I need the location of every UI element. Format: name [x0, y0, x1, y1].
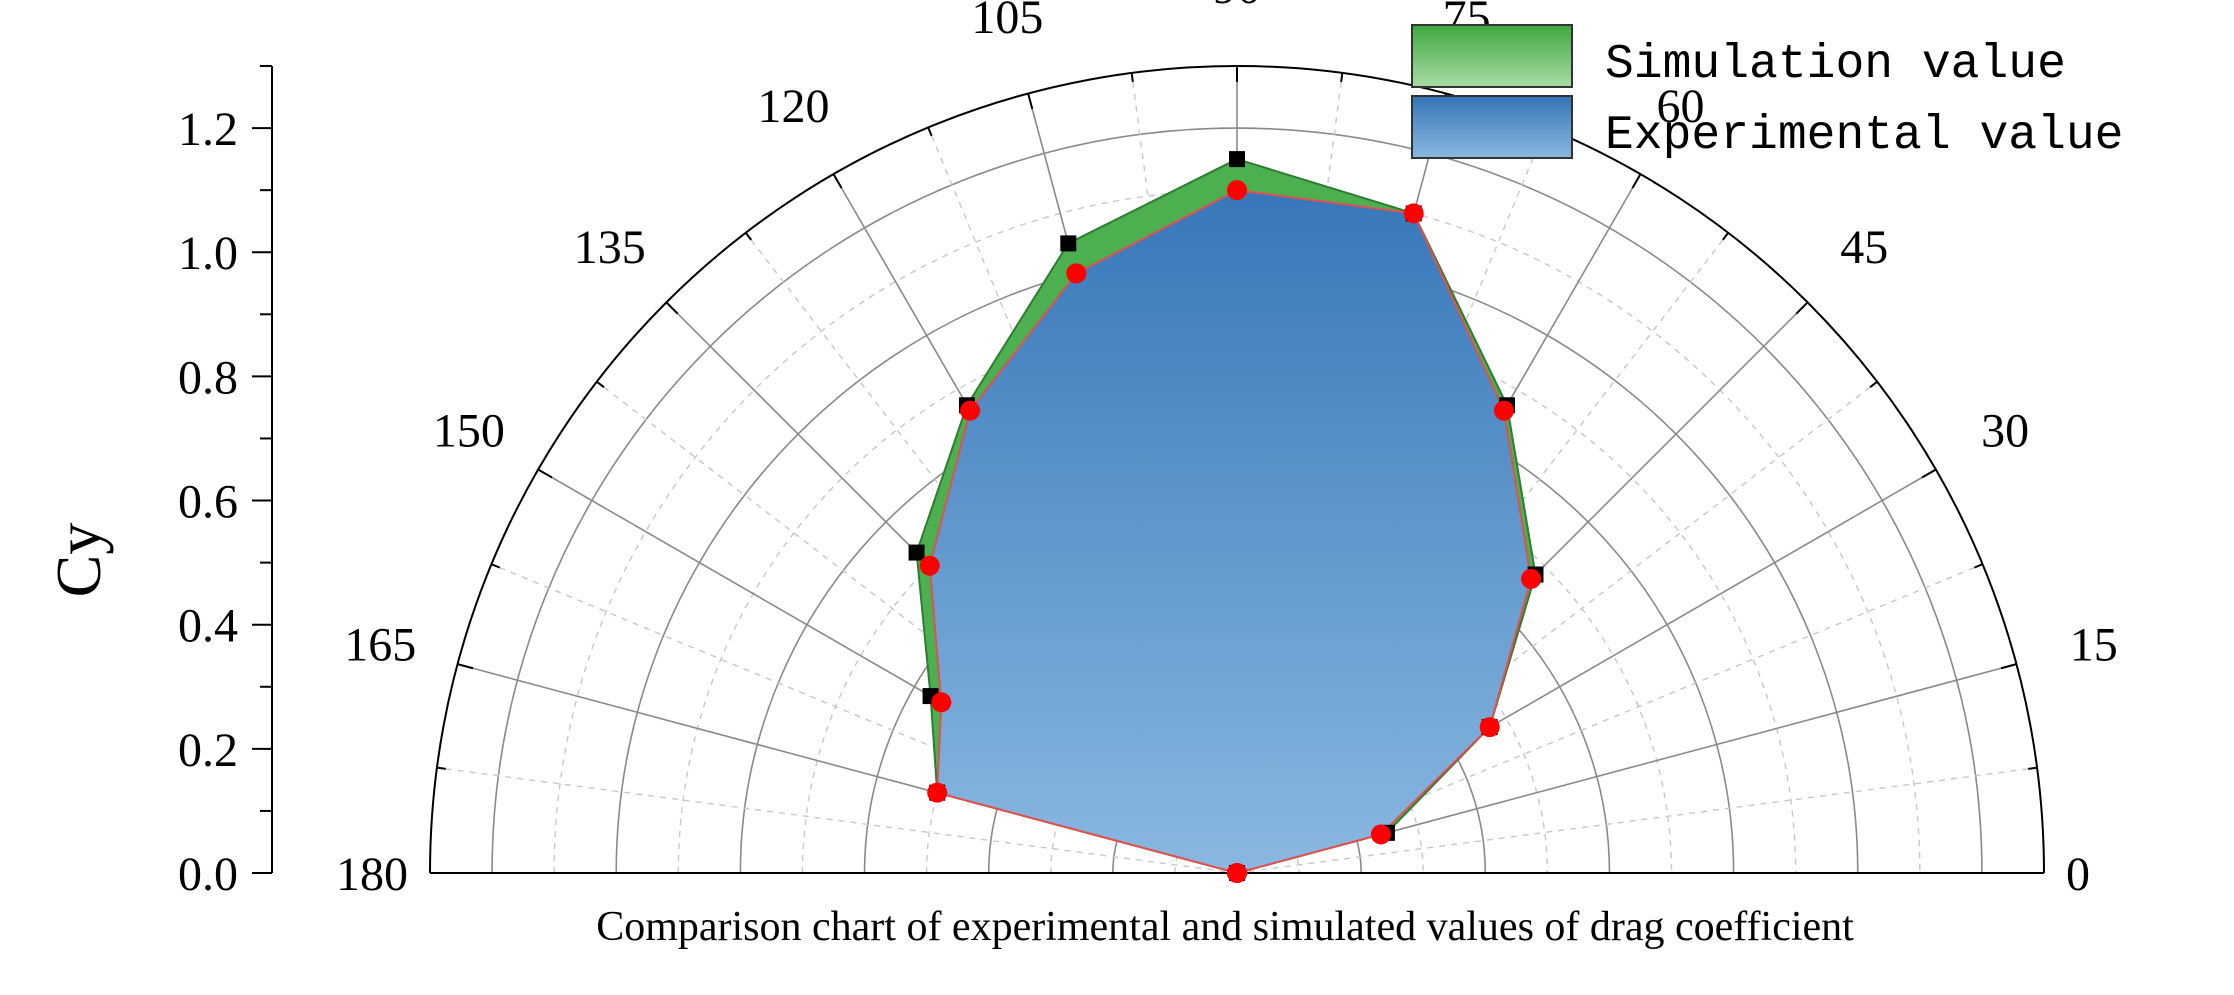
- grid-arc-minor: [677, 314, 1797, 874]
- radial-tick-label: 0.8: [178, 351, 238, 404]
- angle-tick: [1869, 380, 1878, 389]
- marker-simulation: [908, 544, 925, 561]
- marker-experimental: [931, 692, 952, 713]
- angle-tick: [665, 301, 679, 315]
- marker-experimental: [960, 400, 981, 421]
- legend: Simulation value Experimental value: [1411, 24, 2123, 163]
- angle-tick: [491, 563, 501, 569]
- angle-label: 15: [2070, 618, 2118, 671]
- grid-spoke-minor: [436, 766, 1238, 874]
- angle-tick: [1973, 563, 1983, 569]
- legend-swatch-experimental: [1411, 95, 1573, 159]
- radial-tick-label: 1.2: [178, 103, 238, 156]
- marker-experimental: [1227, 863, 1247, 883]
- angle-tick: [457, 663, 474, 670]
- legend-label-simulation: Simulation value: [1605, 38, 2066, 92]
- marker-experimental: [1403, 203, 1424, 224]
- marker-experimental: [1227, 180, 1247, 201]
- marker-experimental: [927, 782, 948, 803]
- marker-layer: [908, 151, 1544, 883]
- angle-label: 165: [344, 618, 416, 671]
- marker-experimental: [1370, 824, 1391, 845]
- angle-tick: [832, 173, 843, 189]
- legend-swatch-simulation: [1411, 24, 1573, 88]
- angle-label: 90: [1213, 0, 1261, 14]
- radial-tick-label: 0.0: [178, 848, 238, 901]
- angle-tick: [537, 468, 553, 479]
- y-axis-label: Cy: [43, 523, 114, 598]
- angle-tick: [1130, 72, 1134, 82]
- marker-simulation: [1060, 235, 1077, 252]
- angle-label: 0: [2066, 848, 2090, 901]
- angle-label: 180: [336, 848, 408, 901]
- marker-simulation: [1229, 151, 1245, 168]
- radial-axis: 0.0 0.2 0.4 0.6 0.8 1.0 1.2: [178, 65, 273, 901]
- angle-tick: [436, 766, 446, 770]
- angle-label: 60: [1657, 80, 1705, 133]
- marker-experimental: [919, 555, 940, 576]
- angle-tick: [1631, 173, 1642, 189]
- marker-experimental: [1479, 717, 1500, 738]
- radial-tick-label: 1.0: [178, 227, 238, 280]
- series-layer: [915, 158, 1537, 875]
- radial-tick-label: 0.6: [178, 476, 238, 529]
- angle-label: 105: [971, 0, 1043, 44]
- angle-tick: [2000, 663, 2017, 670]
- angle-labels: 0153045607590105120135150165180: [336, 0, 2118, 901]
- angle-tick: [1921, 468, 1937, 479]
- radial-tick-label: 0.4: [178, 600, 238, 653]
- series-area-experimental: [928, 189, 1533, 875]
- angle-tick: [1027, 93, 1034, 110]
- angle-tick: [1340, 72, 1344, 82]
- radial-tick-label: 0.2: [178, 724, 238, 777]
- angle-label: 150: [433, 405, 505, 458]
- grid-spoke-minor: [1236, 766, 2038, 874]
- angle-label: 30: [1981, 405, 2029, 458]
- x-axis-label: Comparison chart of experimental and sim…: [596, 904, 1854, 950]
- angle-label: 135: [574, 221, 646, 274]
- angle-tick: [927, 127, 933, 137]
- marker-experimental: [1066, 263, 1087, 284]
- angle-tick: [744, 232, 753, 241]
- legend-label-experimental: Experimental value: [1605, 109, 2123, 163]
- angle-tick: [1795, 301, 1809, 315]
- angle-label: 120: [758, 80, 830, 133]
- marker-experimental: [1521, 568, 1542, 589]
- angle-tick: [1721, 232, 1730, 241]
- marker-experimental: [1493, 400, 1514, 421]
- angle-label: 45: [1840, 221, 1888, 274]
- angle-tick: [2028, 766, 2038, 770]
- angle-tick: [596, 380, 605, 389]
